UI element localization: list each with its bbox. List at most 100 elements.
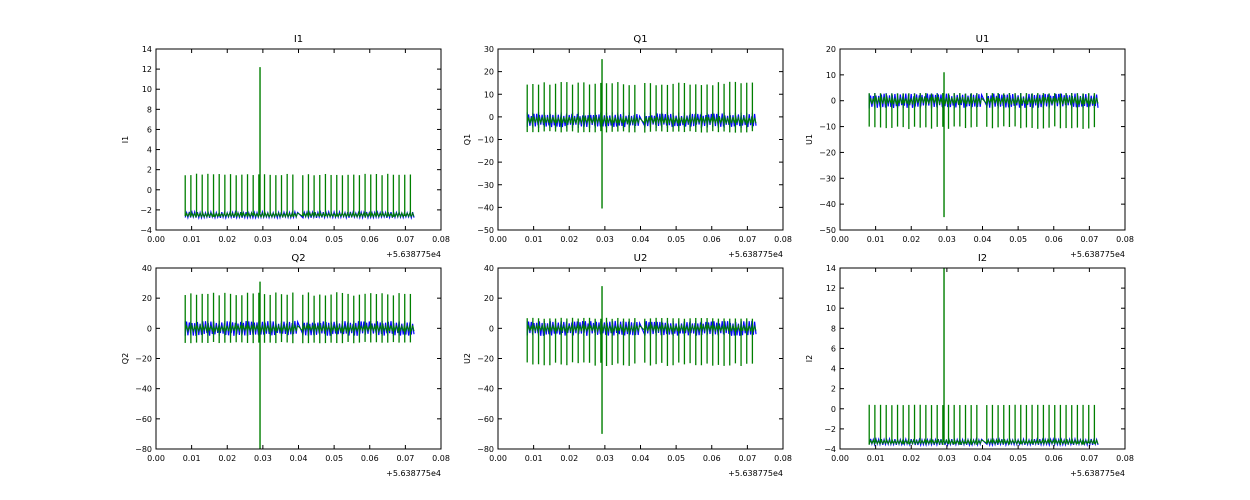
series-green [868,72,1099,218]
y-tick-label: 0 [489,113,494,122]
y-tick-label: −20 [477,158,494,167]
x-tick-label: 0.05 [325,235,343,244]
x-tick-label: 0.01 [183,454,201,463]
axes-frame [155,267,442,450]
x-tick-label: 0.06 [703,454,721,463]
panel-title: U1 [976,34,990,45]
series-green-band [184,211,415,219]
y-tick-label: 10 [142,85,152,94]
y-tick-label: −10 [819,123,836,132]
x-tick-label: 0.02 [902,454,920,463]
y-tick-label: −60 [135,415,152,424]
x-tick-label: 0.01 [525,454,543,463]
x-tick-label: 0.03 [596,454,614,463]
axes-frame [839,48,1126,231]
panel-U1: 0.00 0.01 0.02 0.03 0.04 0.05 0.06 0.07 0.08 −50 −… [805,34,1134,259]
panel-U2: 0.00 0.01 0.02 0.03 0.04 0.05 0.06 0.07 0.08 −80 −… [463,253,792,478]
x-tick-label: 0.02 [560,454,578,463]
y-tick-label: −20 [135,355,152,364]
axes-frame [497,48,784,231]
y-tick-label: 6 [147,125,152,134]
x-tick-label: 0.05 [1009,454,1027,463]
x-offset-label: +5.638775e4 [728,250,783,259]
x-tick-label: 0.06 [361,235,379,244]
x-tick-label: 0.08 [774,235,792,244]
x-tick-label: 0.01 [867,235,885,244]
y-tick-label: −80 [477,445,494,454]
y-tick-label: −30 [819,174,836,183]
y-tick-label: 20 [484,68,494,77]
x-tick-label: 0.00 [147,454,165,463]
x-tick-label: 0.04 [290,235,308,244]
y-tick-label: −50 [477,226,494,235]
y-tick-label: 8 [147,105,152,114]
x-tick-label: 0.03 [938,454,956,463]
y-tick-label: −40 [477,203,494,212]
y-tick-label: 14 [142,45,152,54]
plot-area [526,59,757,209]
y-tick-label: −40 [477,385,494,394]
y-tick-label: −4 [824,445,836,454]
panel-title: I2 [978,253,987,264]
x-tick-label: 0.01 [525,235,543,244]
x-tick-label: 0.04 [632,235,650,244]
y-tick-label: 30 [484,45,494,54]
axes-frame [839,267,1126,450]
x-tick-label: 0.02 [902,235,920,244]
y-tick-label: 12 [142,65,152,74]
y-tick-label: 6 [831,344,836,353]
plot-area [184,281,415,449]
y-axis-label: U1 [805,134,814,145]
x-tick-label: 0.06 [1045,235,1063,244]
y-tick-label: 10 [484,90,494,99]
x-tick-label: 0.00 [831,454,849,463]
x-tick-label: 0.03 [596,235,614,244]
x-tick-label: 0.06 [1045,454,1063,463]
panel-I2: 0.00 0.01 0.02 0.03 0.04 0.05 0.06 0.07 0.08 −4 −2… [805,253,1134,478]
x-tick-label: 0.06 [703,235,721,244]
y-tick-label: −50 [819,226,836,235]
y-axis-label: Q1 [463,134,472,145]
plot-area [184,67,415,221]
x-tick-label: 0.04 [290,454,308,463]
panel-Q1: 0.00 0.01 0.02 0.03 0.04 0.05 0.06 0.07 0.08 −50 −… [463,34,792,259]
x-tick-label: 0.08 [1116,454,1134,463]
x-tick-label: 0.03 [254,235,272,244]
panel-title: Q1 [633,34,647,45]
y-tick-label: 10 [826,71,836,80]
x-tick-label: 0.03 [254,454,272,463]
x-tick-label: 0.02 [560,235,578,244]
x-tick-label: 0.00 [831,235,849,244]
series-green [868,268,1099,446]
panel-Q2: 0.00 0.01 0.02 0.03 0.04 0.05 0.06 0.07 0.08 −80 −… [121,253,450,478]
y-tick-label: 40 [484,264,494,273]
x-tick-label: 0.07 [1080,235,1098,244]
x-tick-label: 0.07 [396,454,414,463]
y-axis-label: Q2 [121,353,130,364]
axes-frame [497,267,784,450]
y-tick-label: 14 [826,264,836,273]
panel-title: U2 [634,253,648,264]
y-tick-label: 10 [826,304,836,313]
series-green [526,286,757,434]
x-tick-label: 0.01 [183,235,201,244]
x-tick-label: 0.05 [325,454,343,463]
x-tick-label: 0.08 [774,454,792,463]
series-green [184,281,415,449]
plot-area [868,72,1099,218]
x-tick-label: 0.08 [1116,235,1134,244]
x-tick-label: 0.02 [218,235,236,244]
y-tick-label: −10 [477,136,494,145]
x-tick-label: 0.08 [432,235,450,244]
x-tick-label: 0.03 [938,235,956,244]
y-tick-label: 12 [826,284,836,293]
x-tick-label: 0.04 [632,454,650,463]
y-axis-label: I2 [805,355,814,362]
y-tick-label: −2 [824,425,836,434]
y-tick-label: 40 [142,264,152,273]
x-offset-label: +5.638775e4 [1070,250,1125,259]
series-green [526,59,757,209]
y-tick-label: −40 [135,385,152,394]
y-axis-label: I1 [121,136,130,143]
